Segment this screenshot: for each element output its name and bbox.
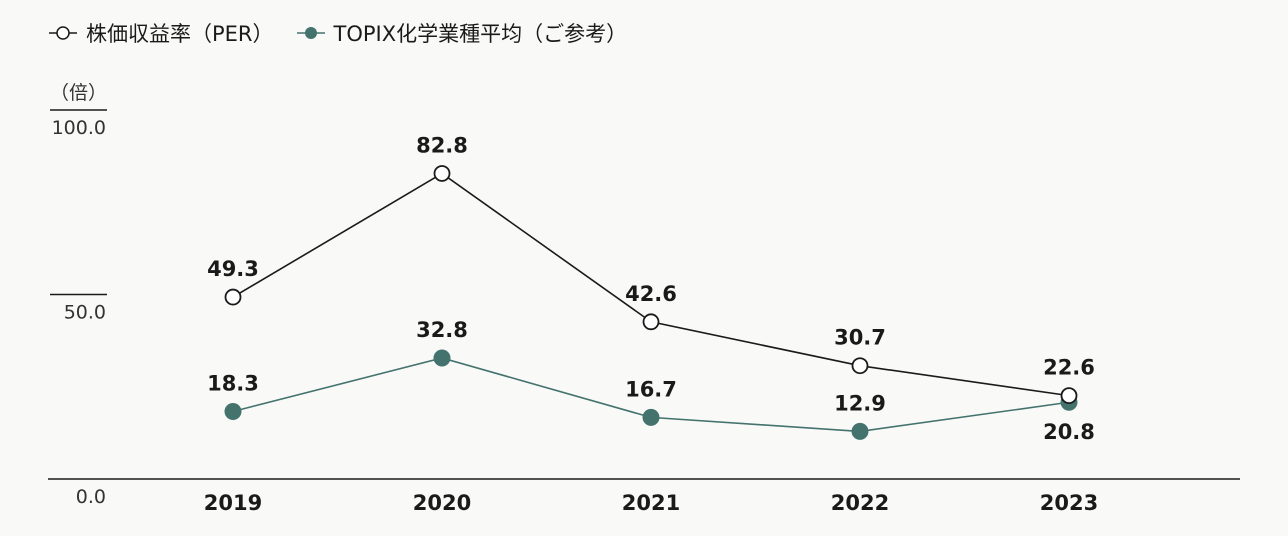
data-label: 22.6 bbox=[1043, 356, 1095, 380]
y-axis-unit-label: （倍） bbox=[50, 82, 108, 104]
data-label: 82.8 bbox=[416, 133, 468, 157]
data-point bbox=[224, 402, 242, 420]
data-point bbox=[224, 288, 242, 306]
legend-label-topix: TOPIX化学業種平均（ご参考） bbox=[333, 22, 628, 46]
data-label: 18.3 bbox=[207, 371, 259, 395]
data-point bbox=[433, 165, 451, 182]
y-tick-label: 100.0 bbox=[52, 117, 106, 139]
data-label: 12.9 bbox=[834, 391, 886, 415]
x-tick-label: 2019 bbox=[204, 491, 262, 515]
x-tick-label: 2022 bbox=[831, 491, 889, 515]
data-label: 30.7 bbox=[834, 326, 886, 350]
data-point bbox=[1060, 387, 1078, 405]
data-point bbox=[642, 408, 660, 426]
data-point bbox=[851, 357, 869, 375]
data-point bbox=[851, 422, 869, 440]
legend-item-topix: TOPIX化学業種平均（ご参考） bbox=[296, 18, 628, 48]
data-label: 42.6 bbox=[625, 282, 677, 306]
data-point bbox=[433, 349, 451, 367]
x-tick-label: 2023 bbox=[1040, 491, 1098, 515]
data-label: 49.3 bbox=[207, 257, 259, 281]
data-label: 32.8 bbox=[416, 318, 468, 342]
x-tick-label: 2020 bbox=[413, 491, 471, 515]
legend-item-per: 株価収益率（PER） bbox=[48, 18, 274, 48]
data-label: 20.8 bbox=[1043, 420, 1095, 444]
y-tick-label: 50.0 bbox=[64, 302, 106, 324]
x-tick-label: 2021 bbox=[622, 491, 680, 515]
legend-label-per: 株価収益率（PER） bbox=[86, 22, 274, 46]
hollow-circle-marker-icon bbox=[48, 23, 78, 43]
data-label: 16.7 bbox=[625, 377, 677, 401]
filled-circle-marker-icon bbox=[296, 23, 326, 43]
y-tick-label: 0.0 bbox=[76, 486, 106, 508]
data-point bbox=[642, 313, 660, 331]
chart-legend: 株価収益率（PER） TOPIX化学業種平均（ご参考） bbox=[48, 18, 649, 48]
